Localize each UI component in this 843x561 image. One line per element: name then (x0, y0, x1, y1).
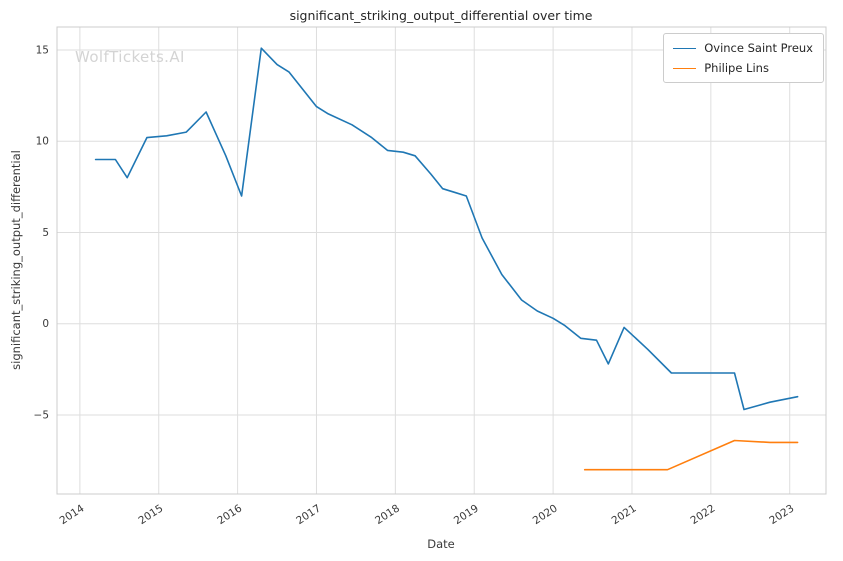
series-0-line-swatch (673, 47, 697, 49)
series-line-0 (94, 47, 799, 411)
x-tick-label: 2020 (531, 502, 560, 527)
x-tick-label: 2021 (610, 502, 639, 527)
legend-entry-series-1: Philipe Lins (673, 61, 813, 75)
legend: Ovince Saint Preux Philipe Lins (663, 33, 824, 83)
x-tick-label: 2016 (215, 502, 244, 527)
x-tick-label: 2017 (294, 502, 323, 527)
legend-label-series-1: Philipe Lins (704, 61, 769, 75)
y-tick-label: 15 (36, 44, 49, 56)
watermark-text: WolfTickets.AI (75, 48, 185, 66)
x-axis-label: Date (427, 537, 455, 551)
legend-entry-series-0: Ovince Saint Preux (673, 41, 813, 55)
x-tick-label: 2018 (373, 502, 402, 527)
x-tick-label: 2022 (689, 502, 718, 527)
plot-border (56, 26, 827, 495)
series-1-line-swatch (673, 67, 697, 69)
y-tick-label: 5 (42, 227, 49, 239)
x-tick-label: 2023 (767, 502, 796, 527)
y-tick-label: 0 (42, 318, 49, 330)
chart-title: significant_striking_output_differential… (289, 8, 593, 23)
y-tick-label: 10 (36, 136, 49, 148)
x-tick-label: 2015 (136, 502, 165, 527)
series-line-1 (583, 439, 799, 471)
legend-label-series-0: Ovince Saint Preux (704, 41, 813, 55)
x-tick-label: 2014 (58, 502, 87, 527)
x-tick-label: 2019 (452, 502, 481, 527)
y-tick-label: −5 (34, 409, 49, 421)
